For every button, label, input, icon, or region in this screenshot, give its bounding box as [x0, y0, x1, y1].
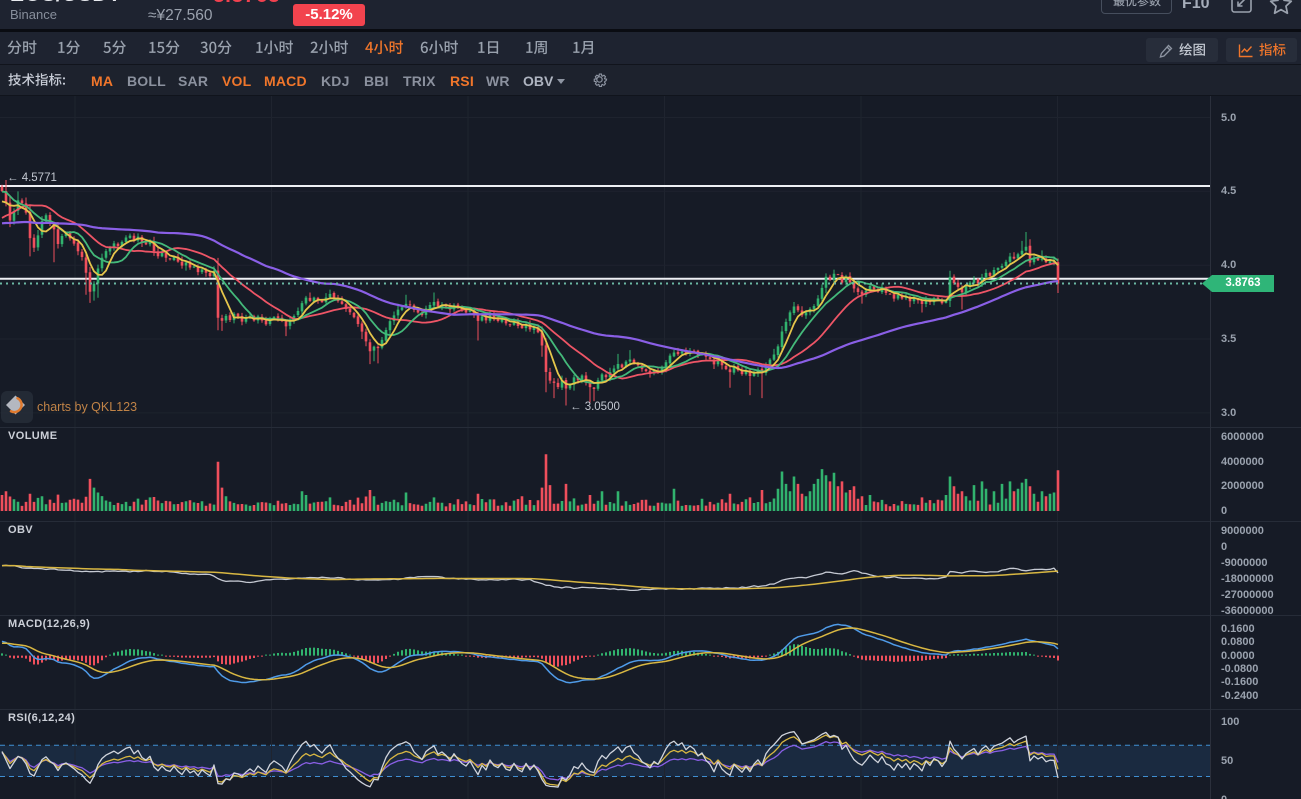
exchange-label: Binance: [10, 7, 57, 22]
current-price-tag: [1202, 275, 1274, 292]
indicator-toggle-trix[interactable]: TRIX: [403, 73, 436, 89]
macd-histogram-down: [9, 655, 1059, 667]
indicator-toggle-macd[interactable]: MACD: [264, 73, 307, 89]
indicator-toggle-sar[interactable]: SAR: [178, 73, 209, 89]
gear-icon[interactable]: [591, 71, 608, 93]
gear-icon-glyph: [593, 73, 608, 88]
change-badge: -5.12%: [293, 4, 365, 26]
indicator-bar-title: 技术指标:: [8, 73, 66, 87]
chart-background: [0, 96, 1301, 799]
optimal-params-label: 最优参数: [1113, 0, 1161, 7]
indicator-toggle-boll[interactable]: BOLL: [127, 73, 166, 89]
timeframe-tab-6[interactable]: 2小时: [310, 40, 349, 56]
macd-dif-line: [1, 623, 1059, 684]
candlestick-chart[interactable]: [0, 96, 1301, 799]
rsi24-line: [1, 741, 1059, 781]
star-icon-glyph: [1269, 0, 1293, 15]
more-indicator-select[interactable]: OBV: [523, 73, 554, 89]
ma10-line: [1, 190, 1059, 385]
obv-ma-line: [1, 564, 1059, 590]
header-separator: [0, 29, 1301, 32]
symbol-header: EOS/USDT Binance 3.8763 ≈¥27.560 -5.12% …: [0, 0, 1301, 29]
indicator-bar: 技术指标: MA BOLL SAR VOL MACD KDJ BBI TRIX RSI WR OB…: [0, 65, 1301, 96]
timeframe-tab-3[interactable]: 15分: [148, 40, 180, 56]
indicator-toggle-vol[interactable]: VOL: [222, 73, 252, 89]
timeframe-tab-label: 1周: [525, 40, 549, 55]
timeframe-tab-2[interactable]: 5分: [103, 40, 127, 56]
timeframe-tab-label: 30分: [200, 40, 232, 55]
timeframe-tab-9[interactable]: 1日: [477, 40, 501, 56]
optimal-params-button[interactable]: 最优参数: [1101, 0, 1172, 14]
indicators-button[interactable]: 指标: [1226, 38, 1297, 62]
volume-bars-up: [12, 469, 1056, 511]
ma60-line: [1, 220, 1059, 370]
timeframe-tab-8[interactable]: 6小时: [420, 40, 459, 56]
pen-icon: [1158, 44, 1172, 58]
indicator-toggle-rsi[interactable]: RSI: [450, 73, 474, 89]
draw-button[interactable]: 绘图: [1146, 38, 1218, 62]
timeframe-tab-1[interactable]: 1分: [57, 40, 81, 56]
timeframe-bar: 分时 1分 5分 15分 30分 1小时 2小时 4小时 6小时 1日 1周 1月 绘图 指标: [0, 32, 1301, 64]
indicator-chart-icon: [1238, 44, 1252, 57]
timeframe-tab-label: 分时: [7, 40, 37, 55]
timeframe-tab-0[interactable]: 分时: [7, 40, 37, 56]
timeframe-tab-11[interactable]: 1月: [572, 40, 596, 56]
timeframe-tab-label: 4小时: [365, 40, 404, 55]
rsi6-line: [1, 731, 1059, 788]
timeframe-tab-10[interactable]: 1周: [525, 40, 549, 56]
timeframe-tab-7[interactable]: 4小时: [365, 40, 404, 56]
price-cny: ≈¥27.560: [148, 7, 213, 24]
chevron-down-icon[interactable]: [557, 79, 565, 84]
scale-icon[interactable]: [1230, 0, 1253, 19]
indicator-toggle-ma[interactable]: MA: [91, 73, 114, 89]
favorite-star-icon[interactable]: [1268, 0, 1294, 22]
indicator-toggle-kdj[interactable]: KDJ: [321, 73, 350, 89]
timeframe-tab-label: 2小时: [310, 40, 349, 55]
volume-bars-down: [0, 454, 1060, 511]
indicator-bar-separator: [0, 95, 1301, 96]
indicator-toggle-wr[interactable]: WR: [486, 73, 510, 89]
indicator-toggle-bbi[interactable]: BBI: [364, 73, 389, 89]
last-price: 3.8763: [213, 0, 280, 8]
timeframe-tab-label: 1小时: [255, 40, 294, 55]
timeframe-tab-label: 1月: [572, 40, 596, 55]
macd-dea-line: [1, 627, 1059, 681]
f10-button[interactable]: F10: [1182, 0, 1210, 12]
timeframe-tab-label: 15分: [148, 40, 180, 55]
symbol-pair: EOS/USDT: [10, 0, 121, 7]
indicators-button-label: 指标: [1258, 43, 1286, 57]
timeframe-tab-label: 6小时: [420, 40, 459, 55]
timeframe-tab-label: 1分: [57, 40, 81, 55]
timeframe-bar-separator: [0, 64, 1301, 65]
ma5-line: [1, 200, 1059, 386]
timeframe-tab-label: 1日: [477, 40, 501, 55]
draw-button-label: 绘图: [1178, 43, 1206, 57]
watermark-logo-swirl: [9, 396, 23, 414]
chart-area[interactable]: 5.0 4.5 4.0 3.5 3.0 6000000 4000000 2000000 0 900…: [0, 96, 1301, 799]
timeframe-tab-4[interactable]: 30分: [200, 40, 232, 56]
timeframe-tab-5[interactable]: 1小时: [255, 40, 294, 56]
scale-icon-glyph: [1231, 0, 1252, 13]
timeframe-tab-label: 5分: [103, 40, 127, 55]
